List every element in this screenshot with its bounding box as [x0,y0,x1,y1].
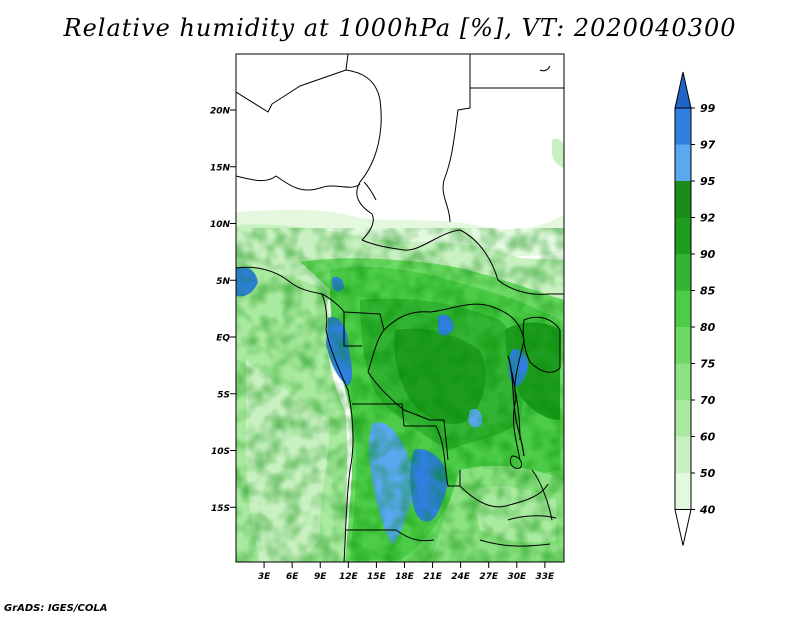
lon-tick-label: 27E [479,572,499,582]
lon-tick-label: 15E [367,572,387,582]
lon-tick-label: 33E [536,572,556,582]
colorbar-label: 80 [700,321,716,334]
lon-tick-label: 30E [507,572,527,582]
lon-tick-label: 9E [314,572,327,582]
colorbar-label: 92 [700,212,716,225]
colorbar-segment [675,217,691,254]
colorbar-frame [674,107,692,510]
colorbar-segment [675,144,691,181]
lat-tick-label: 10N [210,220,231,230]
lat-tick-label: 10S [211,447,230,457]
humidity-field [236,54,564,562]
colorbar-label: 85 [700,285,716,298]
colorbar-label: 95 [700,175,716,188]
colorbar-segment [675,327,691,364]
latitude-axis: 20N 15N 10N 5N EQ 5S 10S 15S [210,107,236,514]
lon-tick-label: 24E [451,572,471,582]
longitude-axis: 3E 6E 9E 12E 15E 18E 21E 24E 27E 30E 33E [258,562,555,582]
credit-label: GrADS: IGES/COLA [4,603,108,614]
colorbar-segment [675,473,691,510]
colorbar-segment [675,400,691,437]
colorbar-segment [675,181,691,218]
colorbar-label: 60 [700,431,716,444]
lat-tick-label: EQ [216,334,230,344]
map-title: Relative humidity at 1000hPa [%], VT: 20… [63,14,737,42]
colorbar-label: 97 [700,139,716,152]
plot-frame [235,53,565,563]
lon-tick-label: 12E [339,572,359,582]
colorbar-label: 40 [699,504,716,517]
lat-tick-label: 5N [216,277,230,287]
colorbar: 99 97 95 92 90 85 80 75 70 60 50 40 [674,71,716,546]
colorbar-label: 70 [700,394,716,407]
lat-tick-label: 15S [211,504,230,514]
colorbar-segment [675,108,691,145]
country-borders [236,54,564,562]
lat-tick-label: 20N [210,107,231,117]
lat-tick-label: 15N [210,163,231,173]
colorbar-segment [675,436,691,473]
colorbar-label: 99 [700,102,716,115]
colorbar-top-arrow [674,71,692,109]
colorbar-label: 75 [700,358,716,371]
colorbar-segment [675,363,691,400]
colorbar-bottom-arrow [674,509,692,546]
lon-tick-label: 18E [395,572,415,582]
colorbar-label: 50 [700,467,716,480]
colorbar-segment [675,290,691,327]
lon-tick-label: 21E [423,572,443,582]
colorbar-segment [675,254,691,291]
colorbar-label: 90 [700,248,716,261]
lat-tick-label: 5S [217,390,230,400]
lon-tick-label: 3E [258,572,271,582]
lon-tick-label: 6E [286,572,299,582]
